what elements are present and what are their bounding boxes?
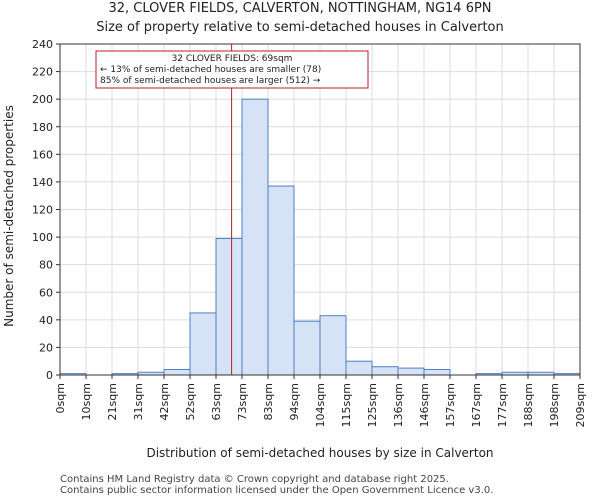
y-axis-label: Number of semi-detached properties xyxy=(2,105,16,327)
y-tick-label: 0 xyxy=(46,369,53,382)
histogram-bar xyxy=(423,368,451,376)
y-tick-label: 200 xyxy=(32,93,53,106)
histogram-bar xyxy=(267,185,295,376)
bars xyxy=(59,98,581,376)
y-tick-label: 60 xyxy=(39,286,53,299)
annotation-line-2: ← 13% of semi-detached houses are smalle… xyxy=(100,65,321,75)
histogram-bar xyxy=(293,320,321,376)
x-tick-label: 31sqm xyxy=(132,383,145,420)
y-tick-label: 160 xyxy=(32,148,53,161)
x-tick-label: 104sqm xyxy=(314,383,327,427)
x-tick-label: 94sqm xyxy=(288,383,301,420)
footer-line-1: Contains HM Land Registry data © Crown c… xyxy=(60,474,449,485)
x-tick-label: 10sqm xyxy=(80,383,93,420)
y-tick-label: 240 xyxy=(32,38,53,51)
histogram-bar xyxy=(189,312,217,376)
histogram-bar xyxy=(319,315,347,376)
histogram-chart: 32, CLOVER FIELDS, CALVERTON, NOTTINGHAM… xyxy=(2,1,587,460)
plot-frame xyxy=(59,43,581,376)
y-tick-label: 20 xyxy=(39,341,53,354)
annotation-box xyxy=(95,50,369,89)
x-tick-label: 157sqm xyxy=(444,383,457,427)
y-tick-label: 180 xyxy=(32,121,53,134)
histogram-bar xyxy=(215,237,243,376)
y-tick-label: 100 xyxy=(32,231,53,244)
histogram-bar xyxy=(397,367,425,376)
x-tick-label: 167sqm xyxy=(470,383,483,427)
x-tick-label: 146sqm xyxy=(418,383,431,427)
histogram-bar xyxy=(371,366,399,376)
x-tick-label: 136sqm xyxy=(392,383,405,427)
x-tick-label: 209sqm xyxy=(574,383,587,427)
histogram-bar xyxy=(241,98,269,376)
footer-line-2: Contains public sector information licen… xyxy=(60,485,494,496)
x-tick-label: 125sqm xyxy=(366,383,379,427)
x-tick-label: 177sqm xyxy=(496,383,509,427)
histogram-bar xyxy=(163,368,191,376)
x-tick-label: 52sqm xyxy=(184,383,197,420)
x-tick-label: 0sqm xyxy=(54,383,67,413)
x-tick-label: 42sqm xyxy=(158,383,171,420)
y-tick-label: 140 xyxy=(32,176,53,189)
y-tick-label: 80 xyxy=(39,259,53,272)
x-tick-label: 73sqm xyxy=(236,383,249,420)
x-tick-label: 21sqm xyxy=(106,383,119,420)
x-axis-ticks: 0sqm 10sqm 21sqm 31sqm 42sqm 52sqm 63sqm 73sqm 8… xyxy=(54,375,587,427)
histogram-bar xyxy=(345,360,373,376)
x-tick-label: 188sqm xyxy=(522,383,535,427)
marker-annotation: 32 CLOVER FIELDS: 69sqm ← 13% of semi-de… xyxy=(95,50,369,89)
x-tick-label: 198sqm xyxy=(548,383,561,427)
y-axis-ticks: 0 20 40 60 80 100 120 140 160 180 200 220 240 xyxy=(32,38,60,382)
y-tick-label: 40 xyxy=(39,314,53,327)
annotation-line-3: 85% of semi-detached houses are larger (… xyxy=(100,76,321,86)
x-tick-label: 115sqm xyxy=(340,383,353,427)
x-axis-label: Distribution of semi-detached houses by … xyxy=(146,446,493,460)
y-tick-label: 220 xyxy=(32,66,53,79)
chart-subtitle: Size of property relative to semi-detach… xyxy=(96,20,504,35)
y-tick-label: 120 xyxy=(32,204,53,217)
x-tick-label: 63sqm xyxy=(210,383,223,420)
x-tick-label: 83sqm xyxy=(262,383,275,420)
annotation-line-1: 32 CLOVER FIELDS: 69sqm xyxy=(172,54,293,64)
chart-title: 32, CLOVER FIELDS, CALVERTON, NOTTINGHAM… xyxy=(108,1,491,16)
